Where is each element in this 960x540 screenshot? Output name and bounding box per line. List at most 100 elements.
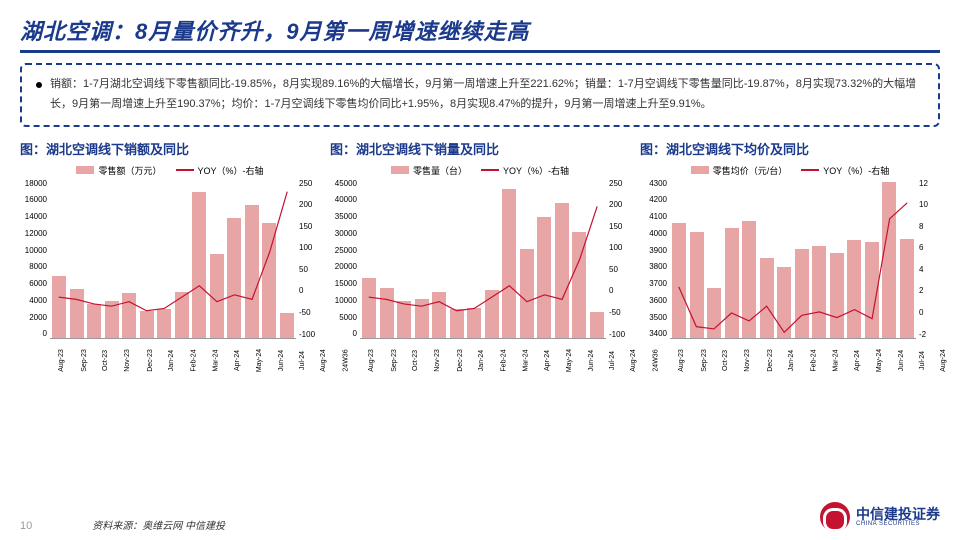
chart-panel-2: 图：湖北空调线下均价及同比 零售均价（元/台） YOY（%）-右轴 430042… bbox=[640, 139, 940, 379]
chart-legend: 零售均价（元/台） YOY（%）-右轴 bbox=[640, 164, 940, 177]
x-tick: May-24 bbox=[256, 348, 263, 371]
y-tick: 50 bbox=[299, 265, 320, 274]
x-tick: Nov-23 bbox=[124, 349, 131, 372]
y-tick: 10 bbox=[919, 200, 940, 209]
logo-text: 中信建投证券 bbox=[856, 507, 940, 521]
title-bar: 湖北空调：8月量价齐升，9月第一周增速继续走高 bbox=[20, 14, 940, 53]
x-tick: Aug-23 bbox=[368, 349, 375, 372]
y-tick: 2000 bbox=[20, 313, 47, 322]
source-text: 资料来源：奥维云网 中信建投 bbox=[92, 517, 225, 532]
chart-area: 4500040000350003000025000200001500010000… bbox=[330, 179, 630, 379]
legend-line-label: YOY（%）-右轴 bbox=[823, 164, 889, 177]
x-tick: Jul-24 bbox=[919, 351, 926, 370]
line-svg bbox=[360, 179, 606, 338]
summary-box: 销额：1-7月湖北空调线下零售额同比-19.85%，8月实现89.16%的大幅增… bbox=[20, 63, 940, 127]
x-tick: Dec-23 bbox=[457, 349, 464, 372]
line-svg bbox=[50, 179, 296, 338]
y-tick: 100 bbox=[299, 243, 320, 252]
y-tick: 3900 bbox=[640, 246, 667, 255]
y-tick: 15000 bbox=[330, 279, 357, 288]
y-tick: 6000 bbox=[20, 279, 47, 288]
footer: 10 资料来源：奥维云网 中信建投 中信建投证券 CHINA SECURITIE… bbox=[20, 502, 940, 532]
y-tick: 12 bbox=[919, 179, 940, 188]
y-tick: 0 bbox=[330, 329, 357, 338]
y-axis-right: 121086420-2 bbox=[916, 179, 940, 339]
legend-bar-swatch bbox=[76, 166, 94, 174]
y-tick: 250 bbox=[609, 179, 630, 188]
plot bbox=[50, 179, 296, 339]
y-tick: 250 bbox=[299, 179, 320, 188]
charts-row: 图：湖北空调线下销额及同比 零售额（万元） YOY（%）-右轴 18000160… bbox=[20, 139, 940, 379]
x-tick: Aug-23 bbox=[678, 349, 685, 372]
x-tick: Apr-24 bbox=[234, 350, 241, 371]
x-tick: Jun-24 bbox=[279, 349, 286, 370]
y-tick: 4000 bbox=[640, 229, 667, 238]
y-tick: 35000 bbox=[330, 212, 357, 221]
y-tick: 4300 bbox=[640, 179, 667, 188]
y-tick: 3700 bbox=[640, 279, 667, 288]
x-tick: Jan-24 bbox=[789, 349, 796, 370]
y-tick: 3600 bbox=[640, 296, 667, 305]
legend-bar-label: 零售额（万元） bbox=[98, 164, 161, 177]
legend-line-label: YOY（%）-右轴 bbox=[503, 164, 569, 177]
y-tick: 0 bbox=[609, 286, 630, 295]
slide: 湖北空调：8月量价齐升，9月第一周增速继续走高 销额：1-7月湖北空调线下零售额… bbox=[0, 0, 960, 540]
chart-title: 图：湖北空调线下销量及同比 bbox=[330, 139, 630, 158]
y-tick: 4100 bbox=[640, 212, 667, 221]
x-tick: Jul-24 bbox=[609, 351, 616, 370]
x-tick: Dec-23 bbox=[767, 349, 774, 372]
x-tick: Jun-24 bbox=[899, 349, 906, 370]
x-tick: Sep-23 bbox=[390, 349, 397, 372]
x-tick: Feb-24 bbox=[810, 349, 817, 371]
y-tick: 8000 bbox=[20, 262, 47, 271]
y-axis-left: 1800016000140001200010000800060004000200… bbox=[20, 179, 50, 339]
x-tick: Jan-24 bbox=[479, 349, 486, 370]
y-tick: 30000 bbox=[330, 229, 357, 238]
y-tick: 18000 bbox=[20, 179, 47, 188]
y-tick: 6 bbox=[919, 243, 940, 252]
y-axis-right: 250200150100500-50-100 bbox=[606, 179, 630, 339]
x-tick: Sep-23 bbox=[700, 349, 707, 372]
page-title: 湖北空调：8月量价齐升，9月第一周增速继续走高 bbox=[20, 14, 940, 46]
x-axis: Aug-23Sep-23Oct-23Nov-23Dec-23Jan-24Feb-… bbox=[670, 341, 916, 348]
x-axis: Aug-23Sep-23Oct-23Nov-23Dec-23Jan-24Feb-… bbox=[360, 341, 606, 348]
x-tick: Mar-24 bbox=[523, 349, 530, 371]
legend-bar-swatch bbox=[691, 166, 709, 174]
chart-legend: 零售量（台） YOY（%）-右轴 bbox=[330, 164, 630, 177]
legend-bar-label: 零售均价（元/台） bbox=[713, 164, 788, 177]
x-tick: Jan-24 bbox=[169, 349, 176, 370]
legend-bar-swatch bbox=[391, 166, 409, 174]
y-tick: -100 bbox=[299, 330, 320, 339]
x-tick: Jun-24 bbox=[589, 349, 596, 370]
y-tick: 25000 bbox=[330, 246, 357, 255]
plot bbox=[670, 179, 916, 339]
y-tick: 10000 bbox=[330, 296, 357, 305]
chart-panel-1: 图：湖北空调线下销量及同比 零售量（台） YOY（%）-右轴 45000 4000… bbox=[330, 139, 630, 379]
y-tick: -50 bbox=[299, 308, 320, 317]
y-tick: 3800 bbox=[640, 262, 667, 271]
legend-line-label: YOY（%）-右轴 bbox=[198, 164, 264, 177]
x-tick: Aug-24 bbox=[320, 349, 327, 372]
bullet-icon bbox=[36, 82, 42, 88]
y-tick: 45000 bbox=[330, 179, 357, 188]
y-tick: 150 bbox=[609, 222, 630, 231]
x-tick: Dec-23 bbox=[147, 349, 154, 372]
chart-legend: 零售额（万元） YOY（%）-右轴 bbox=[20, 164, 320, 177]
y-tick: 4200 bbox=[640, 195, 667, 204]
y-tick: 4000 bbox=[20, 296, 47, 305]
y-tick: 3400 bbox=[640, 329, 667, 338]
y-tick: 0 bbox=[20, 329, 47, 338]
x-tick: Mar-24 bbox=[213, 349, 220, 371]
x-tick: May-24 bbox=[566, 348, 573, 371]
legend-line-swatch bbox=[801, 169, 819, 171]
y-tick: 3500 bbox=[640, 313, 667, 322]
line-svg bbox=[670, 179, 916, 338]
y-tick: 20000 bbox=[330, 262, 357, 271]
y-tick: 100 bbox=[609, 243, 630, 252]
chart-title: 图：湖北空调线下销额及同比 bbox=[20, 139, 320, 158]
plot bbox=[360, 179, 606, 339]
y-axis-left: 45000 40000 35000 30000 25000 20000 15000 10000… bbox=[330, 179, 360, 339]
y-tick: 40000 bbox=[330, 195, 357, 204]
y-tick: -50 bbox=[609, 308, 630, 317]
legend-line-swatch bbox=[481, 169, 499, 171]
